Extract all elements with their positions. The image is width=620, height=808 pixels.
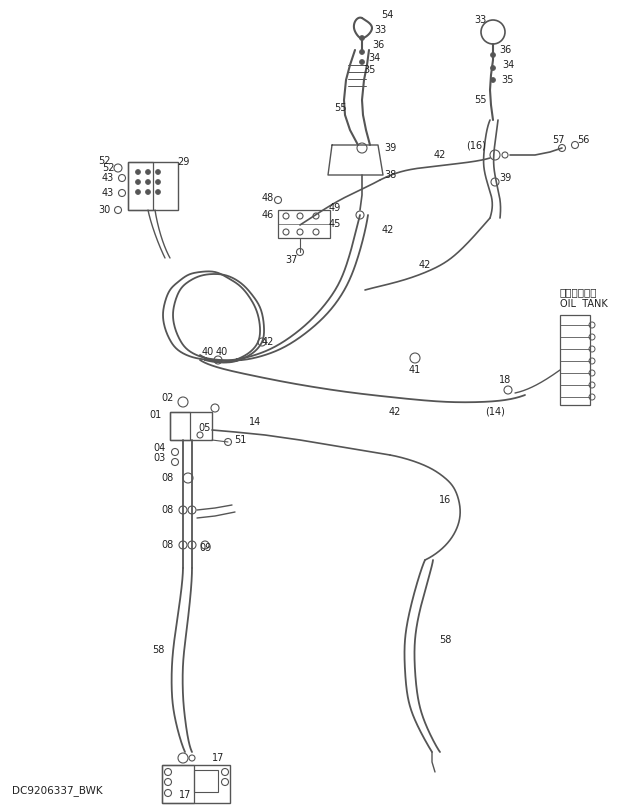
Bar (162, 765, 230, 803)
Bar (170, 412, 190, 440)
Circle shape (490, 53, 495, 57)
Text: 42: 42 (434, 150, 446, 160)
Text: 35: 35 (364, 65, 376, 75)
Text: 17: 17 (212, 753, 224, 763)
Circle shape (156, 170, 161, 175)
Bar (194, 770, 218, 792)
Text: 49: 49 (329, 203, 341, 213)
Circle shape (156, 190, 161, 195)
Text: 17: 17 (179, 790, 191, 800)
Bar (128, 162, 153, 210)
Text: 51: 51 (234, 435, 246, 445)
Text: 37: 37 (286, 255, 298, 265)
Text: 52: 52 (98, 156, 110, 166)
Text: 52: 52 (102, 163, 114, 173)
Text: 54: 54 (381, 10, 393, 20)
Text: 48: 48 (262, 193, 274, 203)
Circle shape (490, 78, 495, 82)
Circle shape (146, 190, 151, 195)
Text: 45: 45 (329, 219, 341, 229)
Bar (162, 765, 194, 803)
Circle shape (360, 49, 365, 54)
Text: 36: 36 (372, 40, 384, 50)
Text: 39: 39 (499, 173, 511, 183)
Text: 36: 36 (499, 45, 511, 55)
Text: 39: 39 (384, 143, 396, 153)
Text: 55: 55 (474, 95, 486, 105)
Text: (16): (16) (466, 140, 486, 150)
Circle shape (136, 170, 141, 175)
Text: 16: 16 (439, 495, 451, 505)
Text: 34: 34 (368, 53, 380, 63)
Circle shape (156, 179, 161, 184)
Text: 43: 43 (102, 173, 114, 183)
Text: 05: 05 (199, 423, 211, 433)
Text: 42: 42 (419, 260, 431, 270)
Text: 56: 56 (577, 135, 589, 145)
Text: オイルタンク: オイルタンク (560, 287, 598, 297)
Text: 08: 08 (162, 540, 174, 550)
Text: 46: 46 (262, 210, 274, 220)
Text: (14): (14) (485, 407, 505, 417)
Text: 34: 34 (502, 60, 514, 70)
Circle shape (136, 190, 141, 195)
Text: 35: 35 (502, 75, 514, 85)
Text: 30: 30 (98, 205, 110, 215)
Circle shape (136, 179, 141, 184)
Bar (560, 315, 590, 405)
Text: 58: 58 (152, 645, 164, 655)
Text: 09: 09 (199, 543, 211, 553)
Text: 55: 55 (334, 103, 346, 113)
Circle shape (360, 36, 365, 40)
Text: 42: 42 (389, 407, 401, 417)
Text: 42: 42 (382, 225, 394, 235)
Bar (170, 412, 212, 440)
Bar (278, 210, 330, 238)
Text: 18: 18 (499, 375, 511, 385)
Circle shape (146, 170, 151, 175)
Text: 02: 02 (162, 393, 174, 403)
Text: 40: 40 (202, 347, 214, 357)
Text: 43: 43 (102, 188, 114, 198)
Text: 14: 14 (249, 417, 261, 427)
Text: 08: 08 (162, 473, 174, 483)
Text: 04: 04 (154, 443, 166, 453)
Circle shape (146, 179, 151, 184)
Text: 41: 41 (409, 365, 421, 375)
Text: 42: 42 (262, 337, 274, 347)
Text: 38: 38 (384, 170, 396, 180)
Text: OIL  TANK: OIL TANK (560, 299, 608, 309)
Text: 40: 40 (216, 347, 228, 357)
Text: 33: 33 (474, 15, 486, 25)
Text: 57: 57 (552, 135, 564, 145)
Text: 58: 58 (439, 635, 451, 645)
Text: 33: 33 (374, 25, 386, 35)
Text: 01: 01 (149, 410, 161, 420)
Circle shape (490, 65, 495, 70)
Text: 29: 29 (177, 157, 189, 167)
Circle shape (360, 60, 365, 65)
Text: 08: 08 (162, 505, 174, 515)
Bar (128, 162, 178, 210)
Text: DC9206337_BWK: DC9206337_BWK (12, 785, 103, 796)
Text: 03: 03 (154, 453, 166, 463)
